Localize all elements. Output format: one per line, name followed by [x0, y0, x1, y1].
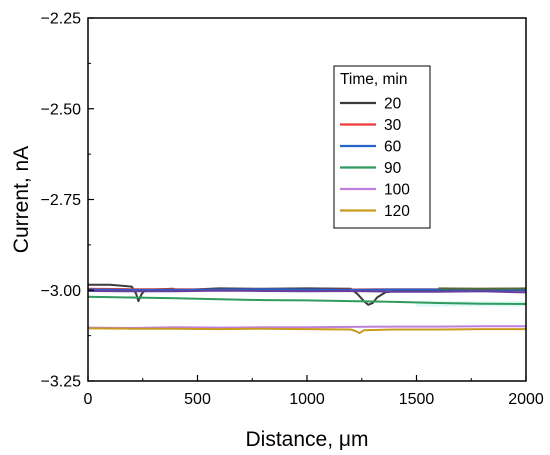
legend-label-30: 30	[384, 117, 402, 134]
legend-label-60: 60	[384, 139, 402, 156]
x-tick-label: 500	[184, 391, 211, 408]
series-line-100	[87, 325, 526, 329]
legend: Time, min 20 30 60 90 100 120	[333, 65, 431, 229]
series-line-90	[87, 295, 527, 305]
x-tick-label: 1500	[399, 391, 435, 408]
x-tick-label: 1000	[289, 391, 325, 408]
x-tick-label: 2000	[508, 391, 544, 408]
y-tick-label: −3.00	[41, 283, 82, 300]
series-layer	[87, 283, 527, 335]
y-axis-title: Current, nA	[10, 146, 33, 253]
legend-label-100: 100	[384, 182, 410, 199]
legend-label-90: 90	[384, 160, 402, 177]
series-line-60	[87, 288, 526, 291]
overlay-line-0	[87, 289, 527, 294]
legend-items: 20 30 60 90 100 120	[340, 96, 410, 220]
y-tick-label: −2.75	[41, 192, 82, 209]
y-axis: −2.25 −2.50 −2.75 −3.00 −3.25	[41, 11, 94, 391]
y-tick-label: −3.25	[41, 374, 82, 391]
legend-label-120: 120	[384, 203, 410, 220]
x-axis-title: Distance, μm	[246, 428, 369, 451]
x-axis: 0 500 1000 1500 2000	[84, 375, 544, 408]
legend-title: Time, min	[340, 71, 407, 88]
series-line-120	[87, 327, 526, 335]
x-tick-label: 0	[84, 391, 93, 408]
legend-label-20: 20	[384, 96, 402, 113]
y-tick-label: −2.50	[41, 101, 82, 118]
y-tick-label: −2.25	[41, 11, 82, 28]
